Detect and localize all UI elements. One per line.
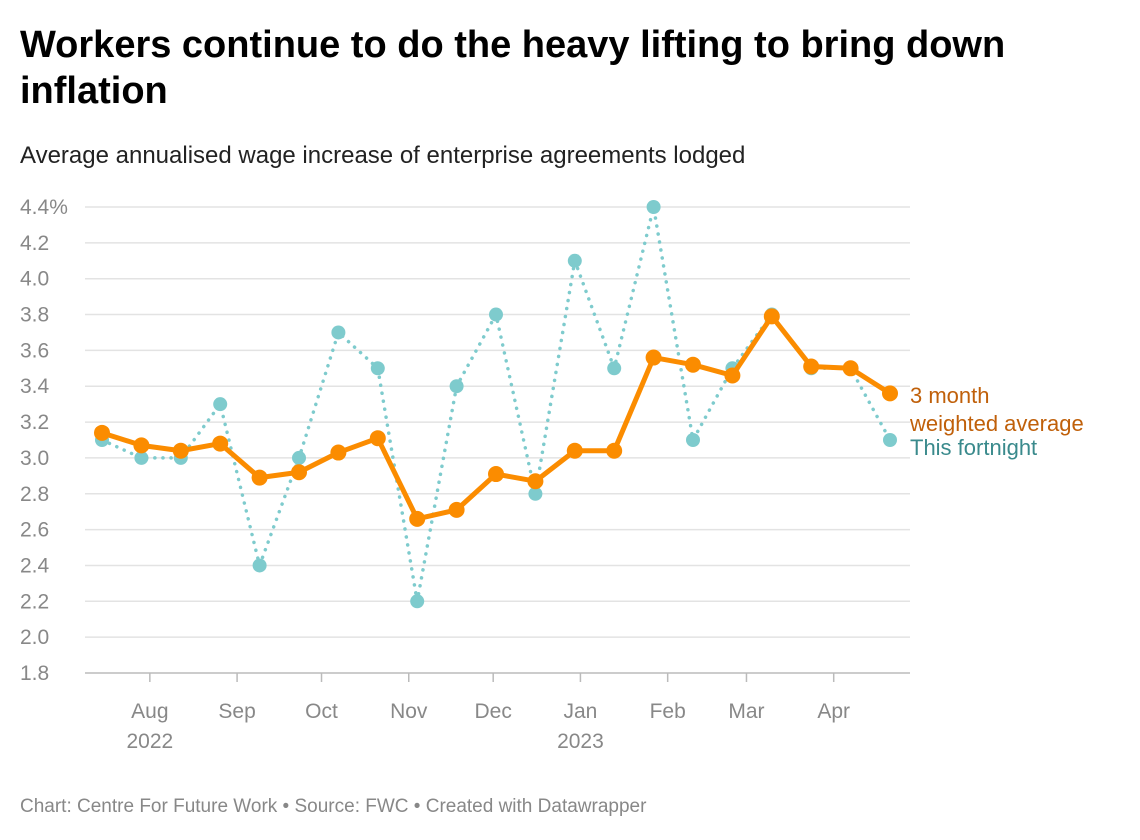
data-point (448, 501, 465, 518)
x-tick-label: Jan (563, 700, 597, 723)
data-point (646, 200, 661, 214)
y-tick-label: 3.6 (20, 339, 49, 362)
data-point (212, 435, 229, 452)
x-tick-label: Feb (650, 700, 686, 723)
data-point (803, 358, 820, 375)
data-point (449, 379, 464, 394)
data-point (172, 442, 189, 459)
data-point (292, 450, 306, 465)
data-point (566, 442, 583, 459)
chart-title: Workers continue to do the heavy lifting… (20, 24, 1006, 112)
y-tick-label: 3.2 (20, 411, 49, 434)
data-point (528, 486, 543, 501)
data-point (724, 367, 741, 384)
x-tick-label: Sep (218, 700, 255, 723)
x-tick-label: Apr (817, 700, 850, 723)
data-point (883, 433, 897, 447)
data-point (763, 308, 780, 325)
series-label-this-fortnight: This fortnight (910, 435, 1037, 460)
data-point (410, 594, 425, 609)
y-tick-label: 3.4 (20, 375, 50, 398)
y-tick-label: 2.0 (20, 626, 49, 649)
data-point (330, 444, 347, 461)
series-label-weighted-average: weighted average (909, 411, 1084, 436)
x-tick-label: Dec (475, 700, 512, 723)
x-tick-label: Nov (390, 700, 428, 723)
data-point (133, 437, 150, 454)
y-tick-label: 2.6 (20, 519, 49, 542)
x-tick-year: 2023 (557, 730, 604, 753)
data-point (489, 307, 503, 322)
y-tick-label: 4.0 (20, 268, 49, 291)
chart-footer: Chart: Centre For Future Work • Source: … (20, 796, 647, 817)
data-point (488, 466, 504, 483)
y-tick-label: 2.2 (20, 590, 49, 613)
data-point (527, 473, 544, 490)
chart-subtitle: Average annualised wage increase of ente… (20, 142, 746, 169)
data-point (291, 464, 307, 481)
x-tick-label: Mar (728, 700, 764, 723)
data-point (607, 361, 622, 376)
y-tick-label: 4.4% (20, 196, 68, 219)
data-point (331, 325, 346, 340)
x-tick-year: 2022 (126, 730, 173, 753)
series-label-weighted-average: 3 month (910, 383, 990, 408)
data-point (606, 442, 623, 459)
data-point (409, 510, 426, 527)
series-this-fortnight (95, 200, 897, 609)
series-line (101, 313, 892, 522)
data-point (686, 433, 700, 447)
data-point (252, 558, 267, 573)
series-weighted-average (94, 308, 898, 527)
y-tick-label: 2.4 (20, 554, 50, 577)
data-point (94, 424, 110, 441)
x-tick-label: Oct (305, 700, 338, 723)
data-point (213, 397, 228, 412)
y-tick-label: 3.0 (20, 447, 49, 470)
y-tick-label: 2.8 (20, 483, 49, 506)
data-point (251, 469, 268, 486)
data-point (685, 356, 701, 373)
data-point (369, 430, 386, 447)
y-tick-label: 1.8 (20, 662, 49, 685)
y-tick-label: 4.2 (20, 232, 49, 255)
data-point (882, 385, 898, 402)
data-point (567, 253, 582, 268)
data-point (645, 349, 662, 366)
y-tick-label: 3.8 (20, 304, 49, 327)
x-tick-label: Aug (131, 700, 168, 723)
data-point (370, 361, 385, 376)
data-point (134, 450, 149, 465)
data-point (842, 360, 859, 377)
